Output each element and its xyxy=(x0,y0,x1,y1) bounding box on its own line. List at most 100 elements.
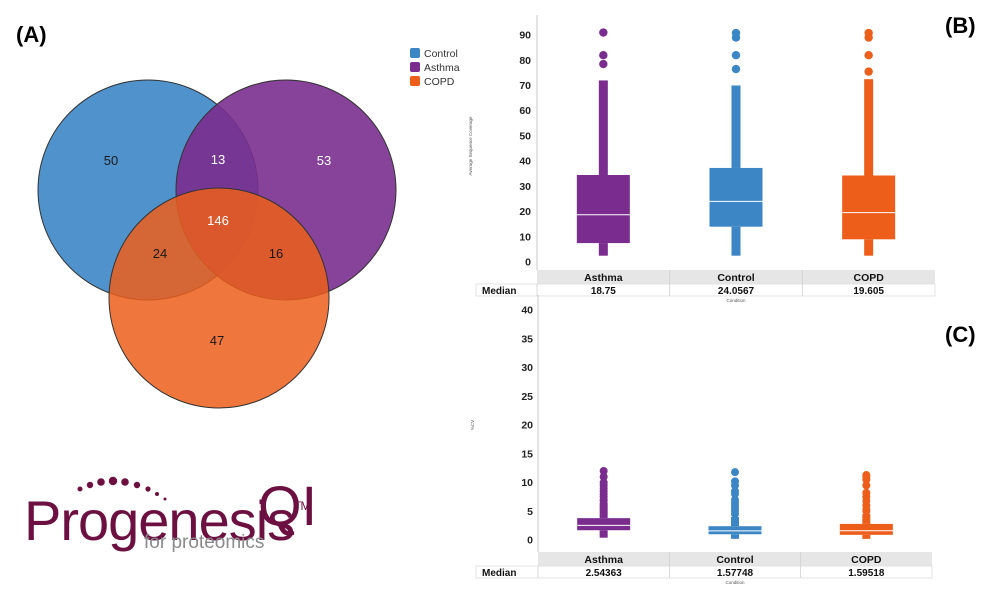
cv-asthma-outlier xyxy=(599,496,608,505)
cv-y-tick: 0 xyxy=(527,535,533,547)
cv-copd-outlier xyxy=(862,475,871,484)
cv-control-category-label: Control xyxy=(716,554,753,566)
progenesis-logo-qi: QI xyxy=(258,474,318,537)
cv-asthma-whisker-lower xyxy=(599,530,608,538)
cv-asthma-outlier xyxy=(599,472,608,481)
logo-dot-icon xyxy=(108,476,118,486)
logo-dot-icon xyxy=(77,486,83,492)
cv-y-tick: 15 xyxy=(521,448,533,460)
coverage-median-row xyxy=(475,283,936,297)
progenesis-logo-word: ProgenesisTM xyxy=(24,489,311,552)
cv-median-row xyxy=(475,565,933,579)
cv-header-band xyxy=(538,552,932,566)
coverage-y-tick: 30 xyxy=(519,181,531,193)
coverage-control-outlier xyxy=(731,64,741,74)
cv-control-outlier xyxy=(731,468,739,477)
cv-control-median-value: 1.57748 xyxy=(717,568,754,579)
venn-region-control-asthma: 13 xyxy=(211,152,225,167)
cv-asthma-outlier xyxy=(599,467,608,475)
panel-label-b: (B) xyxy=(945,13,976,38)
coverage-control-whisker-upper xyxy=(731,85,741,168)
cv-copd-box xyxy=(839,523,893,535)
cv-asthma-category-label: Asthma xyxy=(584,554,623,566)
cv-control-whisker-upper xyxy=(731,517,739,527)
coverage-y-tick: 70 xyxy=(519,80,531,92)
cv-y-tick: 25 xyxy=(521,391,533,403)
cv-y-tick: 40 xyxy=(521,305,533,317)
venn-region-copd-only: 47 xyxy=(210,333,224,348)
coverage-copd-box xyxy=(842,175,896,240)
logo-dot-icon xyxy=(145,486,151,492)
coverage-asthma-outlier xyxy=(599,28,608,37)
cv-copd-outlier xyxy=(862,507,871,516)
venn-region-asthma-only: 53 xyxy=(317,153,331,168)
coverage-copd-whisker-lower xyxy=(864,239,874,256)
coverage-x-label: Condition xyxy=(726,298,746,303)
progenesis-logo-tagline: for proteomics xyxy=(144,532,265,553)
coverage-control-outlier xyxy=(731,33,741,42)
coverage-copd-outlier xyxy=(864,51,873,60)
coverage-copd-outlier xyxy=(864,33,873,42)
legend-label-control: Control xyxy=(424,48,458,60)
cv-copd-median-value: 1.59518 xyxy=(848,568,885,579)
coverage-y-tick: 0 xyxy=(525,257,531,269)
cv-copd-whisker-upper xyxy=(862,514,871,524)
cv-control-outlier xyxy=(731,510,739,519)
coverage-control-outlier xyxy=(731,51,741,60)
coverage-control-box xyxy=(709,167,763,227)
panel-label-a: (A) xyxy=(16,22,47,47)
venn-circle-copd xyxy=(108,187,330,409)
logo-dot-icon xyxy=(86,481,94,489)
logo-dot-icon xyxy=(155,492,159,496)
cv-asthma-median-value: 2.54363 xyxy=(586,568,623,579)
coverage-asthma-outlier xyxy=(599,51,608,60)
cv-asthma-whisker-upper xyxy=(599,502,608,519)
coverage-copd-whisker-upper xyxy=(864,79,874,176)
logo-dot-icon xyxy=(121,478,129,486)
cv-asthma-box xyxy=(577,518,631,531)
logo-dot-icon xyxy=(163,497,167,501)
venn-legend: Control Asthma COPD xyxy=(410,48,460,88)
coverage-header-band xyxy=(537,270,935,284)
logo-dot-icon xyxy=(97,478,105,486)
coverage-asthma-whisker-lower xyxy=(598,243,608,256)
cv-y-tick: 30 xyxy=(521,362,533,374)
coverage-y-tick: 60 xyxy=(519,105,531,117)
coverage-y-label: Average Sequence Coverage xyxy=(468,116,473,175)
cv-control-outlier xyxy=(731,481,739,490)
cv-y-label: %CV xyxy=(470,420,475,430)
coverage-y-tick: 50 xyxy=(519,130,531,142)
venn-region-asthma-copd: 16 xyxy=(269,246,283,261)
legend-label-asthma: Asthma xyxy=(424,62,460,74)
venn-region-all: 146 xyxy=(207,213,229,228)
cv-copd-outlier xyxy=(862,481,871,490)
cv-copd-category-label: COPD xyxy=(851,554,882,566)
legend-label-copd: COPD xyxy=(424,76,455,88)
panel-label-c: (C) xyxy=(945,322,976,347)
coverage-control-median-value: 24.0567 xyxy=(718,286,755,297)
venn-region-control-copd: 24 xyxy=(153,246,167,261)
cv-y-tick: 10 xyxy=(521,477,533,489)
cv-y-tick: 5 xyxy=(527,506,533,518)
legend-swatch-copd xyxy=(410,76,420,86)
coverage-control-whisker-lower xyxy=(731,226,741,256)
cv-y-tick: 20 xyxy=(521,420,533,432)
coverage-y-tick: 80 xyxy=(519,55,531,67)
coverage-control-category-label: Control xyxy=(717,272,754,284)
cv-control-whisker-lower xyxy=(731,534,739,539)
coverage-asthma-whisker-upper xyxy=(598,80,608,175)
coverage-asthma-category-label: Asthma xyxy=(584,272,623,284)
coverage-copd-category-label: COPD xyxy=(853,272,884,284)
coverage-y-tick: 20 xyxy=(519,206,531,218)
logo-dot-icon xyxy=(133,481,141,489)
legend-swatch-asthma xyxy=(410,62,420,72)
coverage-asthma-outlier xyxy=(599,59,608,69)
coverage-copd-median-value: 19.605 xyxy=(853,286,884,297)
legend-swatch-control xyxy=(410,48,420,58)
coverage-asthma-median-value: 18.75 xyxy=(591,286,616,297)
venn-region-control-only: 50 xyxy=(104,153,118,168)
cv-control-box xyxy=(708,526,762,535)
